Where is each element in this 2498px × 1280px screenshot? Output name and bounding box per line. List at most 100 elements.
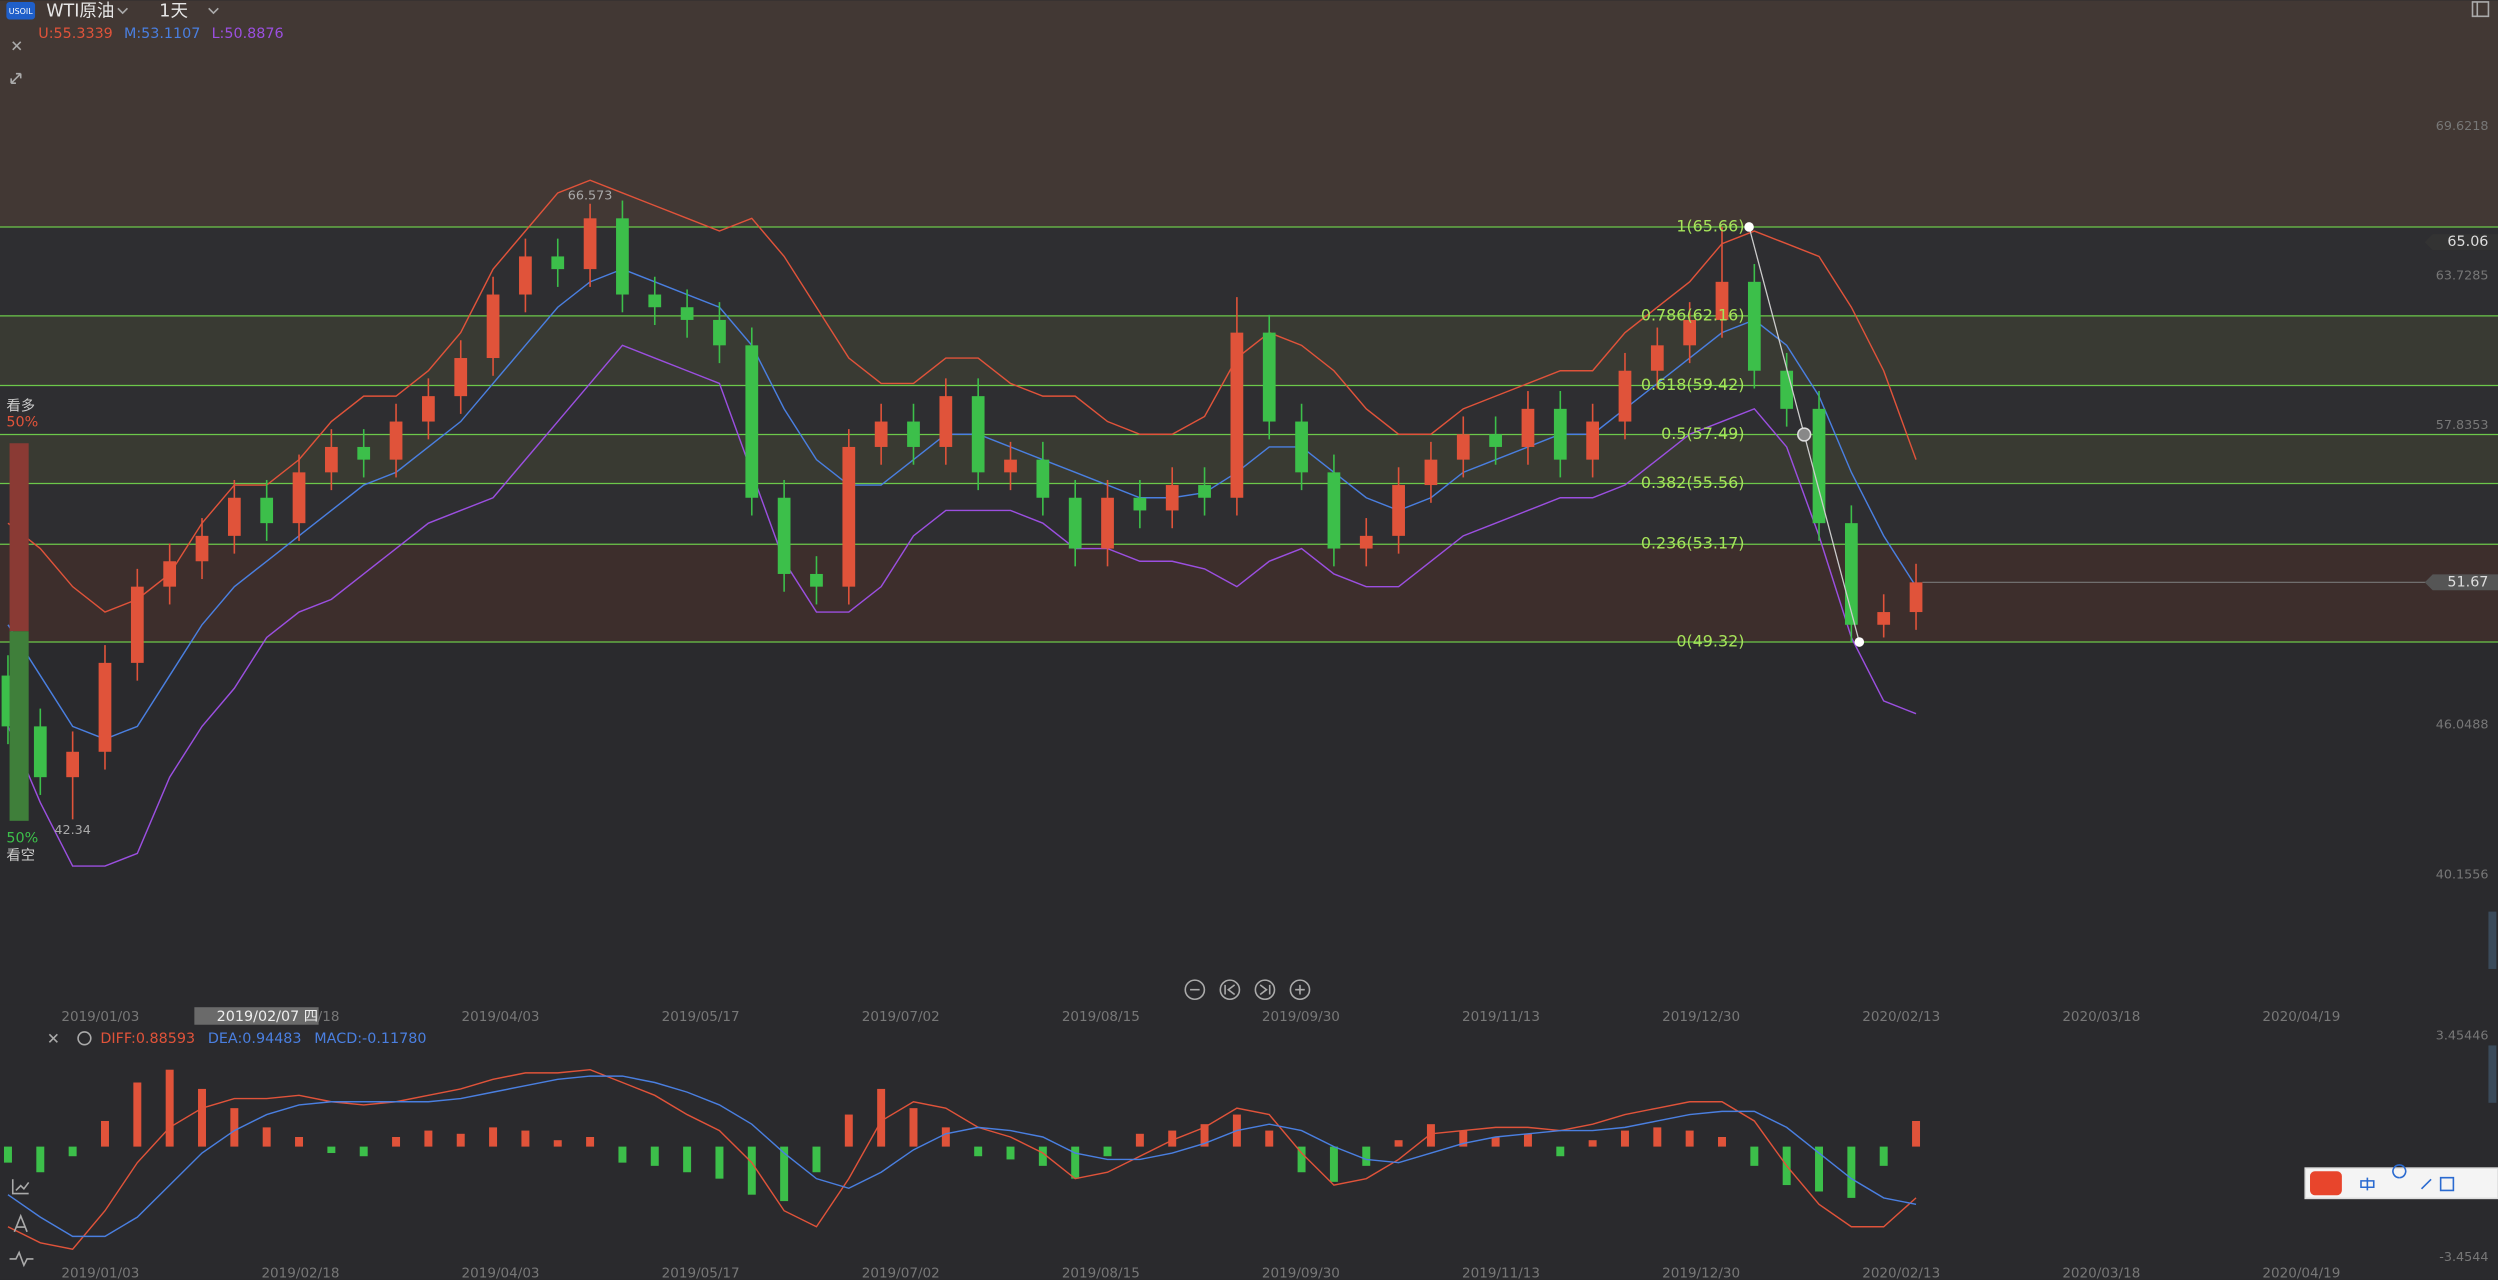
legend-entry: U:55.3339 bbox=[38, 26, 113, 42]
y-tick-label: 57.8353 bbox=[2436, 418, 2489, 433]
panel-toggle[interactable] bbox=[2471, 1, 2490, 18]
fib-handle[interactable] bbox=[1854, 637, 1865, 647]
macd-bar bbox=[424, 1130, 433, 1147]
fib-handle[interactable] bbox=[1744, 222, 1754, 232]
symbol-dropdown[interactable] bbox=[117, 7, 129, 15]
macd-bar bbox=[36, 1146, 45, 1173]
ime-logo[interactable] bbox=[2310, 1171, 2342, 1196]
candle-body bbox=[1747, 281, 1761, 371]
bear-label: 看空 bbox=[6, 847, 35, 864]
candle-body bbox=[1392, 485, 1405, 536]
wave-tool[interactable] bbox=[9, 1250, 34, 1268]
candle-body bbox=[33, 726, 47, 778]
candle-body bbox=[680, 307, 694, 320]
zoom-in[interactable] bbox=[1289, 979, 1311, 1001]
macd-bar bbox=[1718, 1136, 1726, 1147]
macd-bar bbox=[1653, 1127, 1662, 1147]
period-dropdown[interactable] bbox=[208, 7, 219, 15]
fib-handle[interactable] bbox=[1797, 427, 1812, 442]
x-tick-label: 2020/02/13 bbox=[1862, 1265, 1940, 1280]
candle-body bbox=[1068, 497, 1082, 549]
macd-bar bbox=[101, 1120, 109, 1147]
candle-body bbox=[874, 421, 888, 447]
x-tick-label: 2019/08/15 bbox=[1062, 1009, 1140, 1025]
macd-bar bbox=[521, 1130, 530, 1147]
band-line bbox=[7, 179, 1917, 613]
collapse-icon[interactable] bbox=[10, 72, 22, 85]
scrollbar[interactable] bbox=[2488, 1045, 2497, 1103]
candle-body bbox=[98, 662, 112, 752]
x-tick-label: 2020/04/19 bbox=[2262, 1265, 2340, 1280]
y-tick-label: 3.45446 bbox=[2436, 1028, 2489, 1043]
zoom-controls bbox=[1184, 979, 1311, 1001]
macd-bar bbox=[1556, 1146, 1565, 1157]
y-tick-label: -3.4544 bbox=[2439, 1250, 2488, 1265]
scrollbar[interactable] bbox=[2488, 911, 2497, 969]
bull-pct: 50% bbox=[6, 415, 38, 431]
macd-bar bbox=[683, 1146, 692, 1173]
extreme-label: 66.573 bbox=[568, 188, 613, 203]
candle-body bbox=[745, 345, 759, 498]
macd-bar bbox=[877, 1088, 886, 1147]
legend-entry: MACD:-0.11780 bbox=[314, 1031, 426, 1047]
candle-body bbox=[1456, 434, 1470, 460]
macd-bar bbox=[812, 1146, 821, 1173]
price-tag: 51.67 bbox=[2447, 574, 2488, 590]
ime-icons[interactable] bbox=[2360, 1164, 2455, 1192]
x-tick-label: 2019/12/30 bbox=[1662, 1265, 1740, 1280]
fib-zone bbox=[0, 544, 2498, 643]
indicator-tool[interactable] bbox=[11, 1179, 30, 1195]
x-tick-label: 2019/05/17 bbox=[662, 1265, 740, 1280]
scroll-end[interactable] bbox=[1254, 979, 1276, 1001]
bear-bar bbox=[9, 631, 29, 821]
macd-bar bbox=[1912, 1120, 1921, 1147]
draw-tool[interactable] bbox=[13, 1213, 28, 1233]
macd-bar bbox=[1168, 1130, 1177, 1147]
zoom-out[interactable] bbox=[1184, 979, 1206, 1001]
candle-body bbox=[422, 396, 435, 422]
time-axis-bg bbox=[0, 1263, 2498, 1280]
macd-bar bbox=[1394, 1140, 1403, 1147]
candle-body bbox=[777, 497, 791, 574]
macd-bar bbox=[1523, 1133, 1532, 1147]
macd-bar bbox=[909, 1108, 918, 1147]
macd-bar bbox=[262, 1127, 271, 1147]
fib-zone bbox=[0, 315, 2498, 386]
candle-body bbox=[1909, 582, 1923, 613]
macd-bar bbox=[295, 1136, 304, 1147]
candle-body bbox=[66, 751, 80, 778]
candle-body bbox=[389, 421, 403, 460]
close-macd[interactable] bbox=[48, 1033, 58, 1043]
candle-body bbox=[1262, 332, 1276, 422]
macd-bar bbox=[1103, 1146, 1112, 1157]
y-tick-label: 40.1556 bbox=[2436, 867, 2489, 882]
x-tick-label: 2019/11/13 bbox=[1462, 1265, 1540, 1280]
symbol[interactable]: WTI原油 bbox=[46, 2, 114, 22]
macd-bar bbox=[1685, 1130, 1694, 1147]
x-tick-label: 2019/07/02 bbox=[862, 1265, 940, 1280]
x-tick-label: 2020/03/18 bbox=[2062, 1009, 2140, 1025]
x-tick-label: 2019/01/03 bbox=[61, 1009, 139, 1025]
macd-settings[interactable] bbox=[77, 1031, 92, 1046]
time-axis-bg bbox=[0, 1004, 2498, 1028]
symbol-badge bbox=[6, 1, 36, 20]
crosshair-date-bg bbox=[194, 1007, 319, 1025]
macd-bar bbox=[586, 1136, 595, 1147]
candle-body bbox=[1877, 612, 1891, 625]
x-tick-label: 2019/07/02 bbox=[862, 1009, 940, 1025]
candle-body bbox=[1812, 408, 1826, 524]
candle-body bbox=[130, 586, 144, 663]
period[interactable]: 1天 bbox=[159, 2, 188, 22]
macd-bar bbox=[1588, 1140, 1597, 1147]
macd-bar bbox=[1329, 1146, 1338, 1182]
scroll-start[interactable] bbox=[1219, 979, 1241, 1001]
candle-body bbox=[1489, 434, 1502, 447]
macd-bar bbox=[1265, 1130, 1274, 1147]
candle-body bbox=[1198, 485, 1211, 498]
x-tick-label: 2020/02/13 bbox=[1862, 1009, 1940, 1025]
close-indicator[interactable] bbox=[12, 41, 22, 51]
x-tick-label: 2020/03/18 bbox=[2062, 1265, 2140, 1280]
candle-body bbox=[971, 396, 985, 473]
x-tick-label: 2019/01/03 bbox=[61, 1265, 139, 1280]
